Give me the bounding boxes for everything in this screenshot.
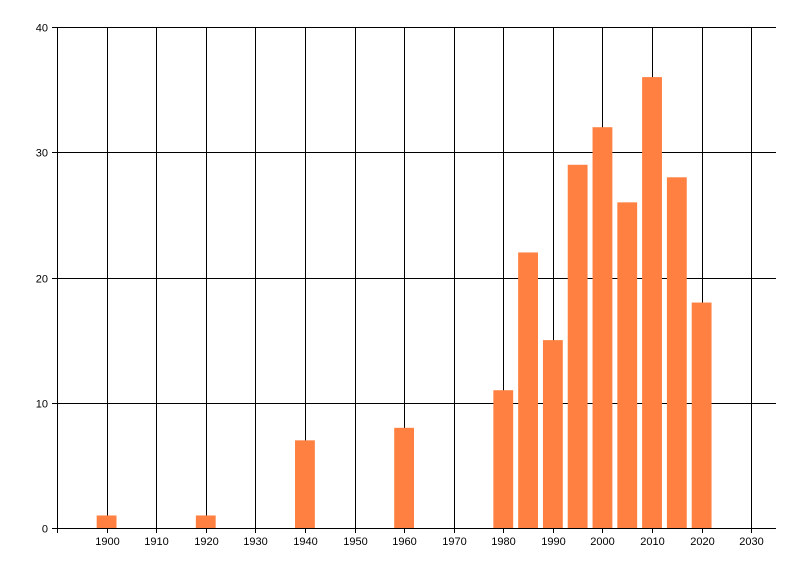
x-tick-label: 1960 [392, 536, 416, 548]
bar-2020 [691, 302, 712, 528]
x-tick-label: 1930 [243, 536, 267, 548]
bar-1990 [542, 340, 563, 528]
x-tick-label: 1940 [293, 536, 317, 548]
y-tick-labels: 0 10 20 30 40 [36, 23, 48, 536]
axes [52, 27, 776, 533]
x-tick-label: 2000 [590, 536, 614, 548]
x-tick-label: 1920 [194, 536, 218, 548]
bar-1980 [493, 390, 514, 528]
x-tick-label: 1950 [343, 536, 367, 548]
bar-2005 [617, 202, 638, 528]
bar-2010 [642, 77, 662, 528]
bar-1920 [195, 515, 216, 528]
x-tick-label: 1970 [442, 536, 466, 548]
y-tick-label: 40 [36, 23, 48, 35]
bar-1995 [567, 164, 588, 528]
y-tick-label: 0 [42, 524, 48, 536]
y-tick-label: 10 [36, 399, 48, 411]
x-tick-label: 2020 [690, 536, 714, 548]
x-tick-label: 2030 [739, 536, 763, 548]
y-tick-label: 30 [36, 148, 48, 160]
bars [96, 77, 712, 529]
y-tick-label: 20 [36, 274, 48, 286]
bar-1985 [518, 252, 538, 528]
x-tick-label: 1900 [95, 536, 119, 548]
bar-2000 [592, 127, 613, 528]
bar-2015 [666, 177, 687, 529]
x-tick-label: 1910 [144, 536, 168, 548]
x-tick-label: 2010 [640, 536, 664, 548]
bar-1900 [96, 515, 117, 528]
bar-1940 [295, 440, 315, 528]
bar-1960 [394, 427, 415, 528]
x-tick-label: 1990 [541, 536, 565, 548]
x-tick-label: 1980 [491, 536, 515, 548]
x-tick-labels: 1900 1910 1920 1930 1940 1950 1960 1970 1980 1990… [95, 536, 763, 548]
